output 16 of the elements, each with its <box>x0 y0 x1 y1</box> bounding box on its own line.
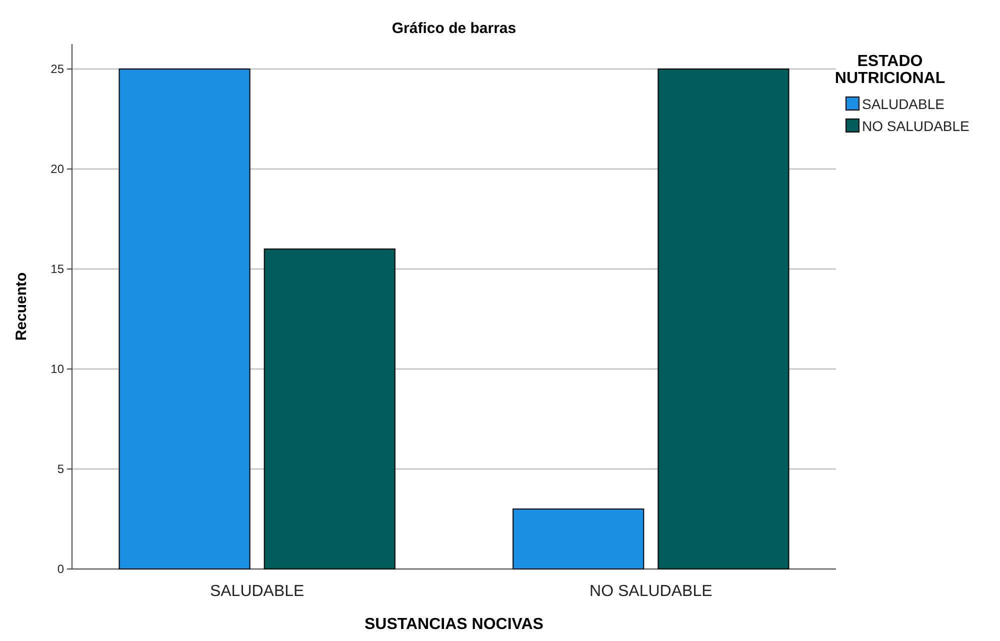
y-tick-label: 25 <box>50 62 64 76</box>
bar <box>512 508 644 570</box>
y-axis-title: Recuento <box>13 272 30 341</box>
chart-title: Gráfico de barras <box>392 20 516 37</box>
y-tick-label: 10 <box>50 362 64 376</box>
legend-label: NO SALUDABLE <box>862 118 970 134</box>
legend-title: ESTADO NUTRICIONAL <box>834 53 946 87</box>
y-tick-label: 20 <box>50 162 64 176</box>
y-tick-label: 0 <box>57 562 64 576</box>
legend-label: SALUDABLE <box>862 96 944 112</box>
bar <box>118 68 250 570</box>
y-tick-label: 5 <box>57 462 64 476</box>
bar <box>658 68 790 570</box>
y-tick-label: 15 <box>50 262 64 276</box>
bar <box>264 248 396 570</box>
x-axis-title: SUSTANCIAS NOCIVAS <box>364 616 544 633</box>
